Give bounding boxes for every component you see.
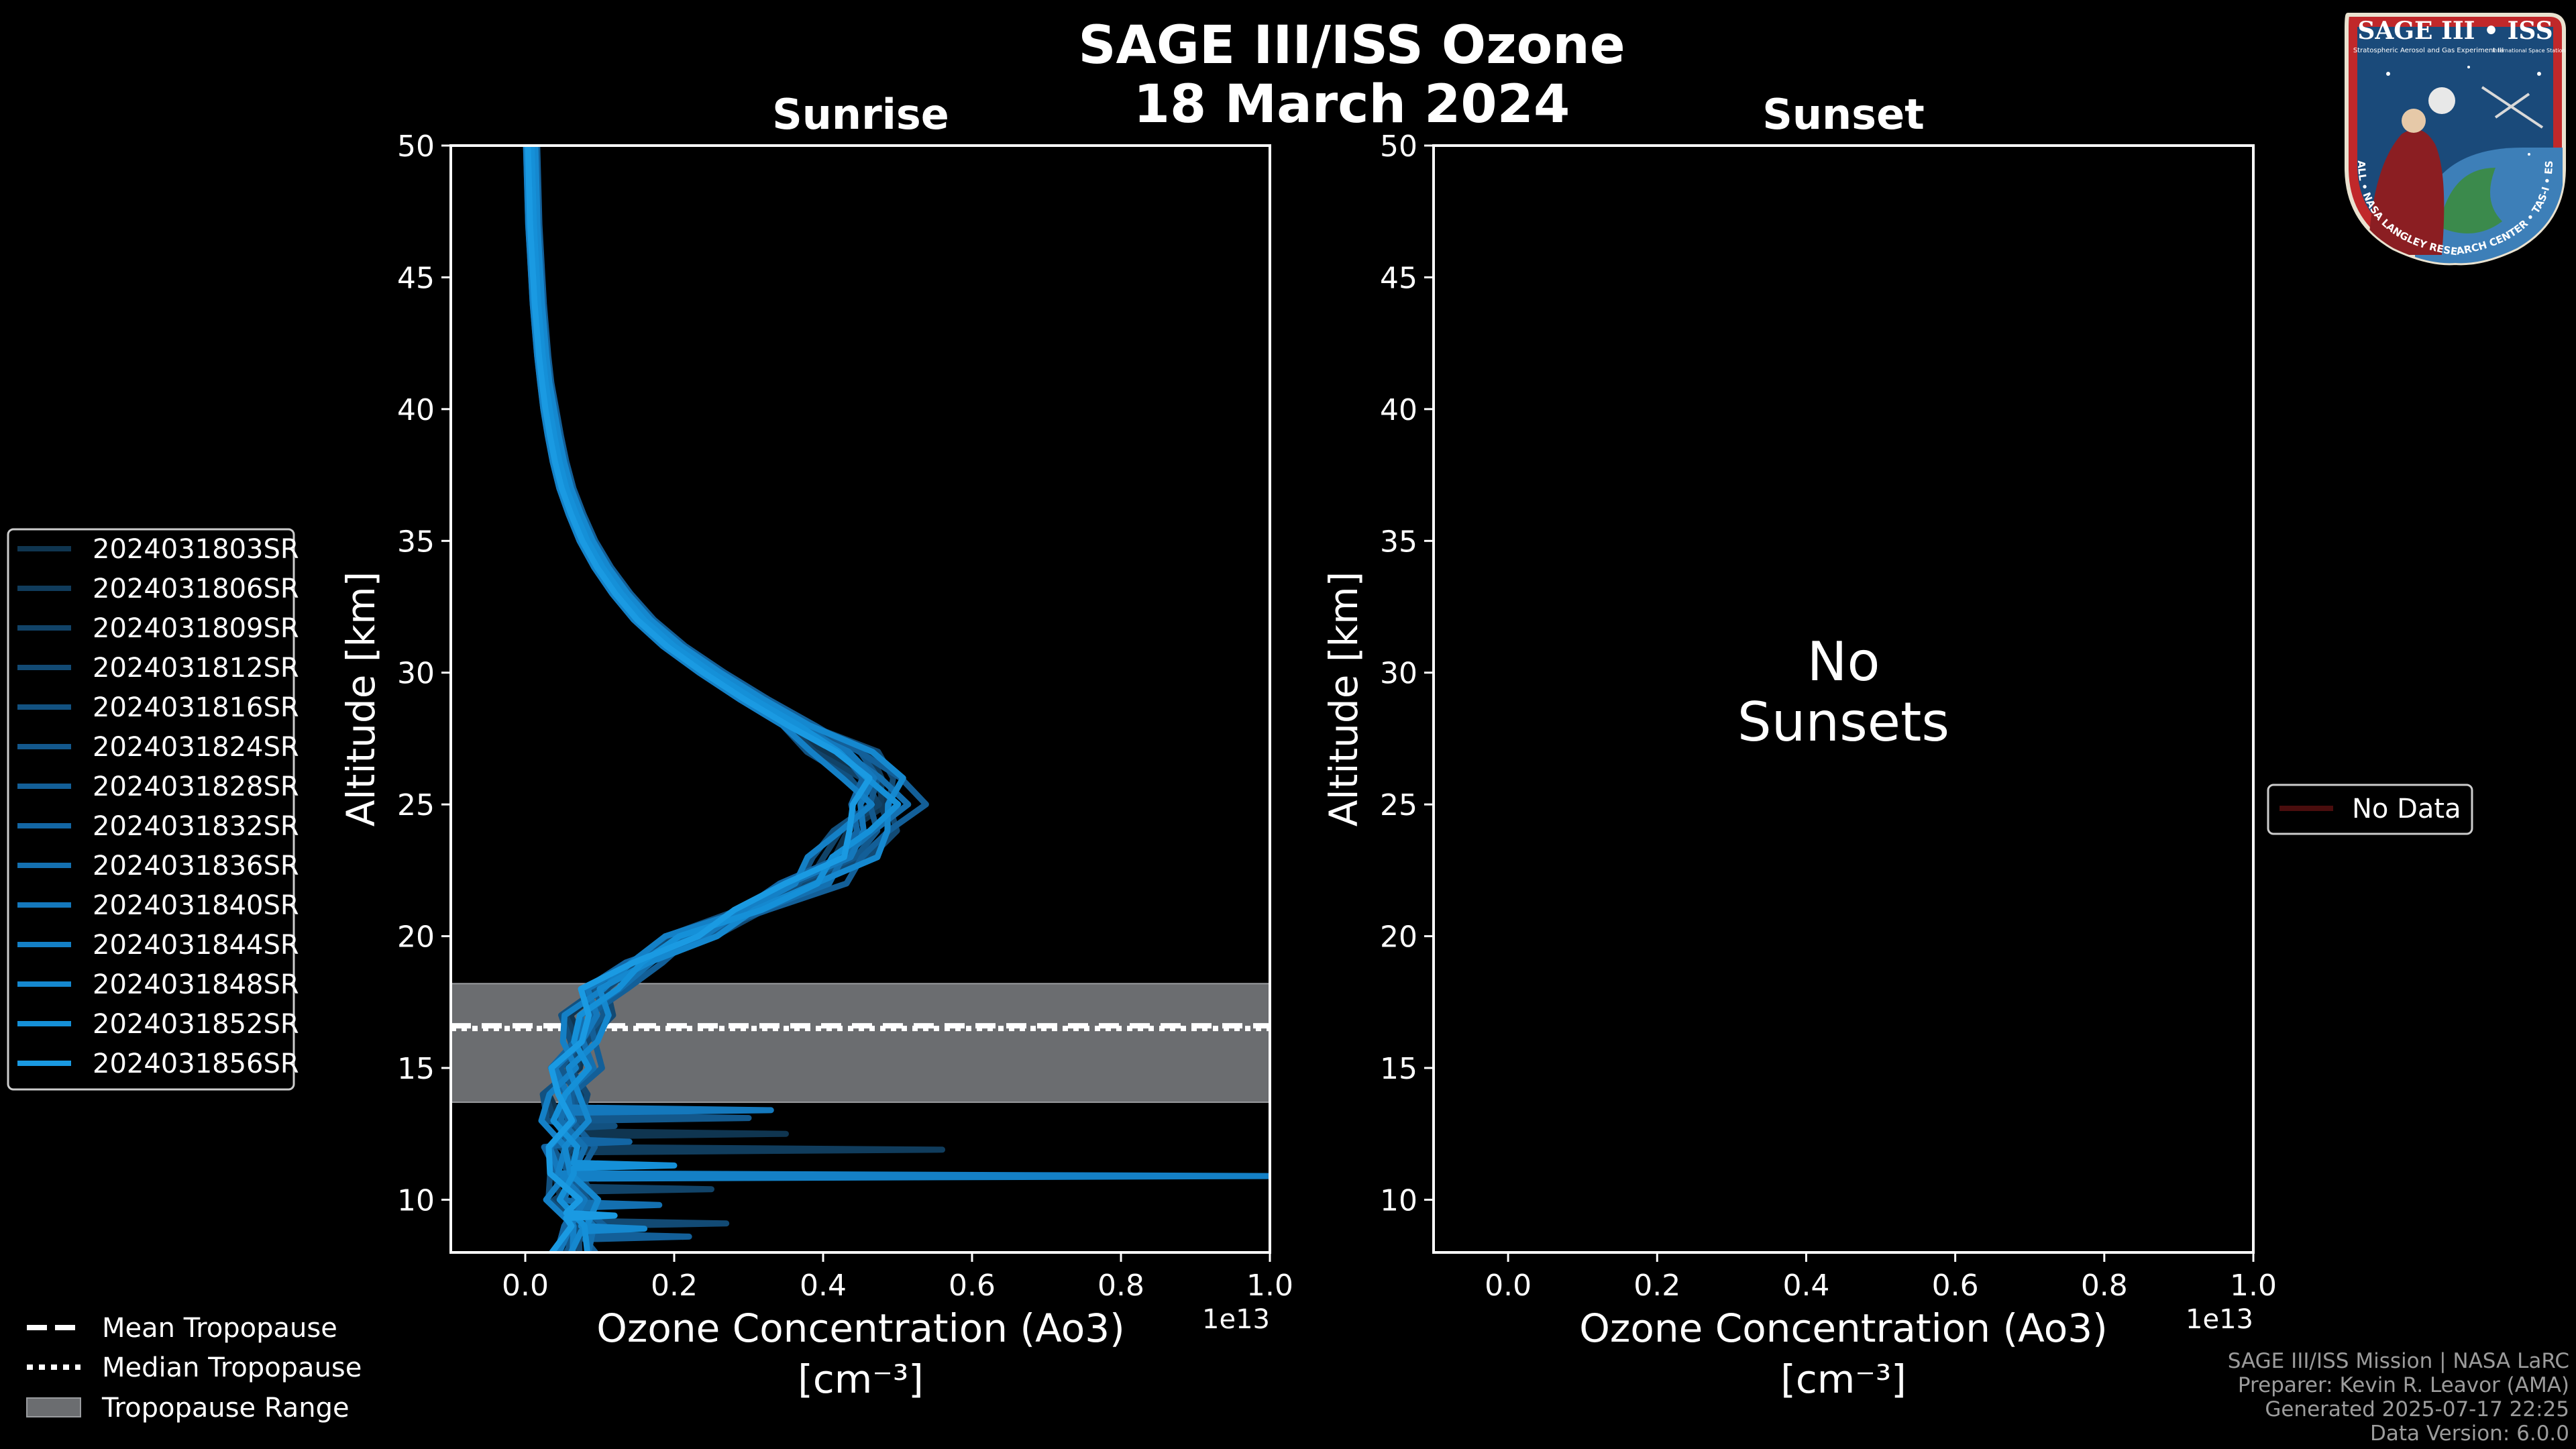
no-sunsets-annotation-line1: No <box>1807 631 1880 693</box>
median-tropopause-label: Median Tropopause <box>102 1352 362 1383</box>
sunset-y-tick-label: 30 <box>1380 657 1417 691</box>
sunrise-x-tick-label: 0.2 <box>651 1269 698 1303</box>
sunset-y-tick-label: 10 <box>1380 1183 1417 1218</box>
sunrise-y-tick-label: 45 <box>397 261 435 295</box>
logo-iss-station <box>2481 86 2544 129</box>
series-legend-label: 2024031840SR <box>93 890 299 921</box>
sunset-x-tick-label: 0.2 <box>1633 1269 1680 1303</box>
sunrise-y-tick-label: 40 <box>397 393 435 427</box>
sunset-x-offset-label: 1e13 <box>2186 1304 2253 1335</box>
sunset-y-tick-label: 50 <box>1380 129 1417 164</box>
series-legend-label: 2024031809SR <box>93 613 299 644</box>
sunset-y-tick-label: 40 <box>1380 393 1417 427</box>
sunset-x-axis-label-line2: [cm⁻³] <box>1780 1356 1907 1402</box>
sunset-y-tick-label: 35 <box>1380 525 1417 559</box>
sunset-x-tick-label: 0.6 <box>1932 1269 1979 1303</box>
sunset-y-tick-label: 20 <box>1380 920 1417 955</box>
sunrise-y-tick-label: 25 <box>397 788 435 822</box>
sunrise-profiles <box>523 146 1270 1252</box>
sunset-x-tick-label: 1.0 <box>2230 1269 2277 1303</box>
series-legend-label: 2024031824SR <box>93 732 299 763</box>
sunrise-x-tick-label: 1.0 <box>1246 1269 1293 1303</box>
sunrise-y-tick-label: 15 <box>397 1052 435 1086</box>
logo-continent <box>2442 168 2502 233</box>
logo-stars <box>2386 66 2541 156</box>
sunrise-x-tick-label: 0.4 <box>800 1269 847 1303</box>
logo-side-text: International Space Station <box>2493 48 2566 54</box>
sunrise-y-tick-label: 35 <box>397 525 435 559</box>
sunrise-y-tick-label: 30 <box>397 657 435 691</box>
figure-title-line1: SAGE III/ISS Ozone <box>1078 15 1625 76</box>
logo-moon <box>2428 87 2455 114</box>
sunset-x-axis-label-line1: Ozone Concentration (Ao3) <box>1579 1305 2108 1351</box>
series-legend-label: 2024031836SR <box>93 851 299 881</box>
no-data-legend: No Data <box>2267 784 2473 835</box>
tropopause-range-label: Tropopause Range <box>101 1393 350 1424</box>
series-legend-label: 2024031852SR <box>93 1009 299 1040</box>
sunrise-x-tick-label: 0.8 <box>1097 1269 1144 1303</box>
mean-tropopause-label: Mean Tropopause <box>102 1313 337 1344</box>
sunrise-x-tick-label: 0.6 <box>949 1269 996 1303</box>
series-legend-label: 2024031816SR <box>93 692 299 723</box>
sunset-x-tick-label: 0.8 <box>2081 1269 2128 1303</box>
sunrise-y-tick-label: 10 <box>397 1183 435 1218</box>
credit-line-generated: Generated 2025-07-17 22:25 <box>2265 1397 2569 1421</box>
profile-line-2024031852SR <box>528 146 902 1252</box>
sunrise-x-offset-label: 1e13 <box>1202 1304 1270 1335</box>
sunrise-x-axis-label-line2: [cm⁻³] <box>798 1356 924 1402</box>
sunset-y-axis-ticks: 10 15 20 25 30 35 40 45 50 <box>1380 129 1434 1218</box>
sunset-y-tick-label: 45 <box>1380 261 1417 295</box>
sunset-x-tick-label: 0.0 <box>1485 1269 1532 1303</box>
credit-line-preparer: Preparer: Kevin R. Leavor (AMA) <box>2238 1373 2569 1397</box>
series-legend-label: 2024031844SR <box>93 930 299 961</box>
no-data-legend-frame <box>2267 784 2473 835</box>
figure-title-line2: 18 March 2024 <box>1134 74 1570 135</box>
series-legend-label: 2024031812SR <box>93 653 299 684</box>
sunset-x-tick-label: 0.4 <box>1782 1269 1829 1303</box>
series-legend-label: 2024031806SR <box>93 574 299 604</box>
series-legend-frame <box>7 528 295 1091</box>
sunrise-y-axis-label: Altitude [km] <box>338 572 384 826</box>
series-legend-label: 2024031803SR <box>93 534 299 565</box>
sunset-panel-title: Sunset <box>1762 90 1925 139</box>
sunset-plot-frame <box>1432 144 2255 1254</box>
sunset-y-tick-label: 15 <box>1380 1052 1417 1086</box>
logo-figure <box>2368 129 2445 255</box>
sunrise-x-tick-label: 0.0 <box>502 1269 549 1303</box>
no-sunsets-annotation-line2: Sunsets <box>1737 691 1949 753</box>
tropopause-range-swatch <box>26 1397 81 1417</box>
sunrise-y-tick-label: 50 <box>397 129 435 164</box>
sunset-panel: Sunset No Sunsets 10 15 20 25 30 35 40 45 50 0.0… <box>1321 90 2277 1402</box>
logo-figure-head <box>2402 109 2426 133</box>
series-legend: 2024031803SR 2024031806SR 2024031809SR 2024… <box>7 528 299 1091</box>
sunrise-x-axis-ticks: 0.0 0.2 0.4 0.6 0.8 1.0 <box>502 1252 1293 1303</box>
series-legend-label: 2024031856SR <box>93 1049 299 1079</box>
series-legend-label: 2024031828SR <box>93 771 299 802</box>
sunrise-y-tick-label: 20 <box>397 920 435 955</box>
credit-line-data-version: Data Version: 6.0.0 <box>2370 1421 2569 1446</box>
tropopause-legend: Mean Tropopause Median Tropopause Tropop… <box>26 1313 362 1424</box>
sunset-y-axis-label: Altitude [km] <box>1321 572 1366 826</box>
no-data-label: No Data <box>2352 794 2461 824</box>
logo-title: SAGE III • ISS <box>2357 17 2553 45</box>
sunrise-plot-frame <box>449 144 1271 1254</box>
sunset-y-tick-label: 25 <box>1380 788 1417 822</box>
sunrise-x-axis-label-line1: Ozone Concentration (Ao3) <box>596 1305 1125 1351</box>
credit-line-mission: SAGE III/ISS Mission | NASA LaRC <box>2228 1349 2569 1373</box>
credits-block: SAGE III/ISS Mission | NASA LaRC Prepare… <box>2228 1349 2569 1446</box>
logo-subtitle: Stratospheric Aerosol and Gas Experiment… <box>2353 47 2504 54</box>
series-legend-label: 2024031832SR <box>93 811 299 842</box>
sunrise-y-axis-ticks: 10 15 20 25 30 35 40 45 50 <box>397 129 451 1218</box>
sunset-x-axis-ticks: 0.0 0.2 0.4 0.6 0.8 1.0 <box>1485 1252 2277 1303</box>
sunrise-panel-title: Sunrise <box>772 90 949 139</box>
profile-line-2024031848SR <box>532 146 906 1252</box>
series-legend-label: 2024031848SR <box>93 969 299 1000</box>
profile-line-2024031856SR <box>525 146 873 1252</box>
